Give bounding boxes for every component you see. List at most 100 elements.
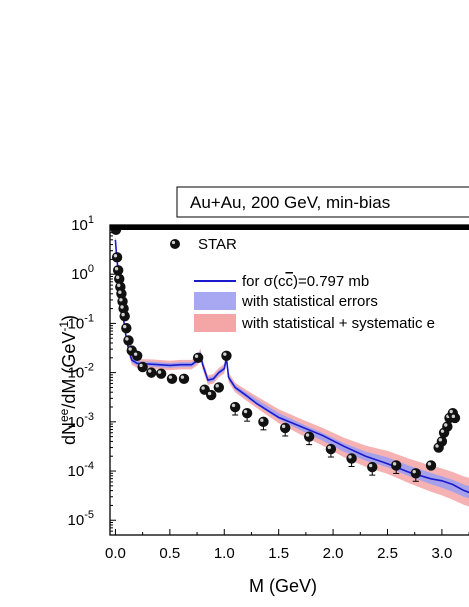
data-point: [112, 265, 124, 276]
legend-sys-label: with statistical + systematic e: [241, 315, 435, 332]
data-point-highlight: [133, 352, 138, 356]
x-tick-label: 0.0: [105, 545, 126, 562]
data-point: [410, 468, 421, 482]
data-point: [303, 431, 315, 446]
title-bar: [110, 225, 469, 230]
data-point-highlight: [348, 455, 352, 459]
data-point-marker: [442, 421, 453, 432]
data-point-highlight: [139, 363, 143, 368]
data-point-marker: [325, 443, 337, 455]
data-point-highlight: [223, 352, 227, 356]
data-point-marker: [123, 335, 134, 346]
data-point-highlight: [125, 337, 129, 341]
y-tick-label: 10-5: [68, 509, 94, 529]
data-point-marker: [146, 367, 157, 378]
data-point: [325, 443, 337, 458]
data-point: [206, 389, 217, 401]
data-point: [114, 273, 125, 285]
data-point-highlight: [115, 275, 120, 280]
data-point-highlight: [435, 444, 439, 448]
data-point-highlight: [449, 409, 453, 414]
legend-star-marker: [170, 239, 180, 249]
data-point-highlight: [451, 414, 456, 419]
data-point: [213, 382, 225, 393]
data-point-highlight: [392, 462, 397, 466]
data-point-highlight: [260, 418, 264, 422]
y-tick-label: 10-3: [68, 411, 94, 431]
data-point: [367, 461, 378, 476]
data-point-highlight: [121, 312, 125, 317]
data-point: [442, 421, 453, 432]
data-point: [258, 416, 269, 431]
x-tick-label: 2.0: [323, 545, 344, 562]
data-point-marker: [121, 322, 132, 334]
data-point-marker: [229, 401, 241, 413]
data-point-marker: [449, 412, 461, 424]
data-point-marker: [425, 460, 437, 471]
data-point-marker: [391, 460, 402, 471]
data-point: [155, 368, 167, 379]
data-point: [111, 252, 123, 263]
data-point-highlight: [412, 469, 416, 474]
x-axis-title: M (GeV): [249, 576, 317, 596]
chart-title-box: Au+Au, 200 GeV, min-bias: [176, 186, 469, 218]
plot-frame: [109, 224, 469, 536]
data-point-highlight: [368, 463, 373, 468]
data-point-highlight: [281, 424, 286, 429]
x-tick-label: 1.0: [214, 545, 235, 562]
data-point-marker: [367, 461, 378, 473]
chart-title: Au+Au, 200 GeV, min-bias: [190, 193, 390, 212]
data-point-highlight: [444, 423, 448, 427]
data-point: [116, 288, 127, 299]
data-point-highlight: [119, 298, 123, 302]
y-axis-title: dNee/dM (GeV-1): [57, 315, 79, 445]
x-tick-label: 0.5: [159, 545, 180, 562]
data-point-highlight: [123, 324, 127, 329]
data-point-highlight: [114, 267, 119, 271]
data-point: [119, 311, 130, 322]
data-point-highlight: [157, 370, 162, 374]
data-point: [118, 303, 129, 314]
data-point-marker: [410, 468, 421, 479]
legend: STAR for σ(cc)=0.797 mb with statistical…: [170, 236, 435, 332]
data-point-highlight: [128, 347, 132, 351]
data-point-highlight: [117, 283, 121, 288]
legend-stat-label: with statistical errors: [241, 293, 378, 310]
x-tick-label: 1.5: [268, 545, 289, 562]
data-point: [178, 373, 190, 384]
data-point-highlight: [148, 369, 152, 373]
data-point-marker: [258, 416, 269, 428]
data-point: [280, 422, 291, 437]
data-point: [221, 350, 232, 361]
data-point-highlight: [243, 409, 248, 414]
data-point: [449, 412, 461, 424]
data-point-marker: [178, 373, 190, 384]
data-point: [346, 453, 357, 467]
data-point: [121, 322, 132, 334]
data-point: [436, 436, 448, 447]
data-point-marker: [119, 311, 130, 322]
data-point: [229, 401, 241, 416]
data-point-marker: [166, 373, 178, 384]
y-tick-label: 100: [71, 263, 94, 283]
data-point-highlight: [327, 445, 332, 450]
x-tick-label: 3.0: [431, 545, 452, 562]
legend-star-label: STAR: [198, 236, 237, 253]
data-point-marker: [137, 361, 148, 373]
data-point-marker: [192, 352, 204, 364]
data-point-highlight: [231, 403, 236, 408]
data-point-highlight: [194, 354, 199, 358]
data-point-marker: [241, 407, 253, 419]
data-point-highlight: [427, 462, 432, 466]
y-axis: 101 100 10-1 10-2 10-3 10-4 10-5: [68, 214, 116, 532]
data-point: [166, 373, 178, 384]
x-tick-label: 2.5: [377, 545, 398, 562]
data-point: [146, 367, 157, 378]
data-point: [192, 352, 204, 364]
data-point-marker: [213, 382, 225, 393]
data-point-highlight: [118, 290, 122, 294]
data-point-highlight: [215, 384, 219, 388]
legend-line-label: for σ(cc)=0.797 mb: [242, 273, 369, 290]
data-point-marker: [346, 453, 357, 464]
